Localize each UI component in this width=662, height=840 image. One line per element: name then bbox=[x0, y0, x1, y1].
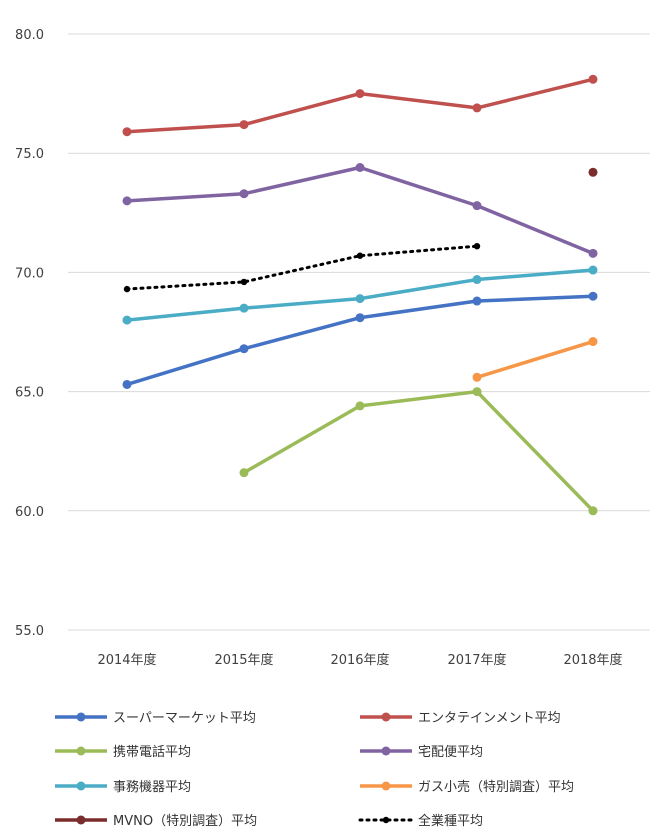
data-point bbox=[356, 252, 364, 259]
legend-label: スーパーマーケット平均 bbox=[113, 711, 256, 726]
data-point bbox=[239, 189, 249, 199]
legend-item: 宅配便平均 bbox=[360, 745, 483, 760]
legend-marker bbox=[381, 746, 391, 756]
series-line bbox=[126, 77, 594, 134]
data-point bbox=[588, 337, 598, 347]
data-point bbox=[588, 167, 598, 177]
legend-marker bbox=[381, 712, 391, 722]
legend-label: MVNO（特別調査）平均 bbox=[113, 814, 257, 829]
data-point bbox=[355, 163, 365, 173]
data-point bbox=[473, 242, 481, 250]
data-point bbox=[588, 506, 598, 516]
series-line bbox=[126, 294, 594, 387]
series-line bbox=[476, 339, 594, 379]
legend-item: スーパーマーケット平均 bbox=[55, 711, 256, 726]
legend-label: 事務機器平均 bbox=[113, 780, 191, 795]
legend-item: ガス小売（特別調査）平均 bbox=[360, 779, 574, 795]
legend-item: 携帯電話平均 bbox=[55, 744, 191, 760]
series-1 bbox=[122, 74, 598, 137]
data-point bbox=[240, 278, 248, 286]
data-point bbox=[239, 468, 249, 478]
data-point bbox=[122, 379, 132, 389]
series-line bbox=[243, 389, 595, 513]
series-6 bbox=[588, 167, 598, 177]
data-point bbox=[239, 303, 249, 313]
data-point bbox=[239, 120, 249, 130]
y-tick-label: 75.0 bbox=[15, 147, 44, 162]
x-tick-label: 2017年度 bbox=[447, 652, 506, 668]
data-point bbox=[472, 296, 482, 306]
series-4 bbox=[122, 265, 598, 325]
data-point bbox=[355, 313, 365, 323]
data-point bbox=[588, 265, 598, 275]
data-point bbox=[355, 89, 365, 99]
legend-marker bbox=[76, 815, 86, 825]
data-point bbox=[472, 275, 482, 285]
x-tick-label: 2014年度 bbox=[97, 652, 156, 668]
data-point bbox=[588, 74, 598, 84]
legend-marker bbox=[76, 746, 86, 756]
series-line bbox=[126, 165, 594, 255]
legend-label: エンタテインメント平均 bbox=[418, 711, 561, 726]
series-2 bbox=[239, 387, 598, 516]
legend-label: ガス小売（特別調査）平均 bbox=[418, 779, 574, 795]
y-tick-label: 70.0 bbox=[15, 266, 44, 281]
legend-marker bbox=[381, 781, 391, 791]
legend-item: 事務機器平均 bbox=[55, 780, 191, 795]
x-tick-label: 2018年度 bbox=[563, 652, 622, 668]
data-point bbox=[239, 344, 249, 354]
data-point bbox=[355, 294, 365, 304]
data-point bbox=[123, 285, 131, 293]
y-tick-label: 55.0 bbox=[15, 624, 44, 639]
legend-marker bbox=[382, 816, 390, 824]
legend-label: 携帯電話平均 bbox=[113, 744, 191, 760]
series-0 bbox=[122, 291, 598, 389]
legend-label: 全業種平均 bbox=[418, 813, 483, 829]
data-point bbox=[588, 291, 598, 301]
legend-marker bbox=[76, 712, 86, 722]
series-3 bbox=[122, 163, 598, 258]
x-tick-label: 2016年度 bbox=[330, 652, 389, 668]
data-point bbox=[472, 103, 482, 113]
data-point bbox=[588, 248, 598, 258]
series-line bbox=[125, 244, 479, 291]
legend-item: MVNO（特別調査）平均 bbox=[55, 814, 257, 829]
series-7 bbox=[123, 242, 481, 293]
y-tick-label: 80.0 bbox=[15, 28, 44, 43]
data-point bbox=[472, 387, 482, 397]
data-point bbox=[355, 401, 365, 411]
data-point bbox=[472, 372, 482, 382]
legend-marker bbox=[76, 781, 86, 791]
legend-item: 全業種平均 bbox=[358, 813, 483, 829]
grid-layer bbox=[68, 33, 650, 631]
data-point bbox=[122, 127, 132, 137]
y-tick-label: 65.0 bbox=[15, 386, 44, 401]
y-axis: 55.0 60.0 65.0 70.0 75.0 80.0 bbox=[15, 28, 44, 639]
legend-item: エンタテインメント平均 bbox=[360, 711, 561, 726]
series-layer bbox=[122, 74, 598, 516]
x-axis: 2014年度 2015年度 2016年度 2017年度 2018年度 bbox=[97, 652, 622, 668]
legend-label: 宅配便平均 bbox=[418, 745, 483, 760]
y-tick-label: 60.0 bbox=[15, 505, 44, 520]
data-point bbox=[122, 315, 132, 325]
series-5 bbox=[472, 337, 598, 382]
x-tick-label: 2015年度 bbox=[214, 652, 273, 668]
data-point bbox=[122, 196, 132, 206]
data-point bbox=[472, 201, 482, 211]
